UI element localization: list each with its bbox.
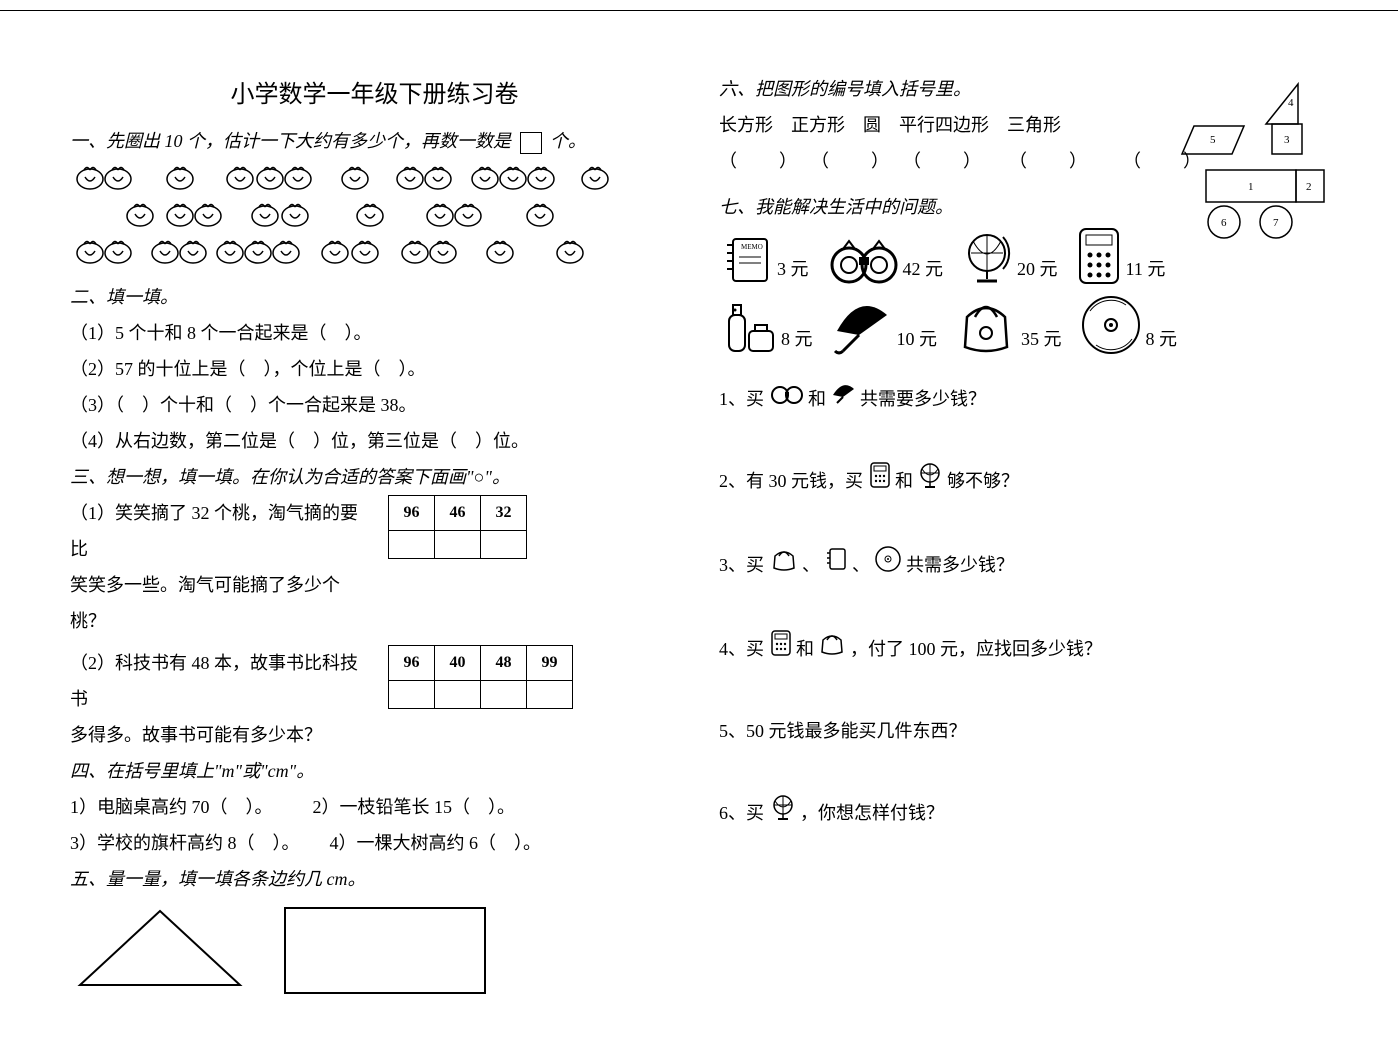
s4-q3: 3）学校的旗杆高约 8（ ）。 — [70, 825, 300, 861]
label-rect: 长方形 — [719, 107, 773, 143]
calculator-icon — [869, 461, 891, 501]
s4-q1: 1）电脑桌高约 70（ ）。 — [70, 789, 273, 825]
globe-icon — [959, 227, 1015, 287]
opt: 48 — [481, 646, 527, 681]
s3-q2a: （2）科技书有 48 本，故事书比科技书 — [70, 645, 370, 717]
calculator-icon — [1074, 225, 1124, 287]
section-1-heading: 一、先圈出 10 个，估计一下大约有多少个，再数一数是 个。 — [70, 123, 679, 159]
shop-row-2: 8 元 10 元 35 元 8 元 — [719, 293, 1328, 357]
notebook-icon — [824, 546, 848, 584]
s3-q1-table: 96 46 32 — [388, 495, 527, 559]
triangle-icon — [70, 903, 250, 993]
answer-box[interactable] — [520, 132, 542, 154]
binoculars-icon — [770, 381, 804, 417]
label-parallelogram: 平行四边形 — [899, 107, 989, 143]
s2-q3: （3）（ ）个十和（ ）个一合起来是 38。 — [70, 387, 679, 423]
price: 8 元 — [781, 321, 813, 357]
price: 8 元 — [1146, 321, 1178, 357]
section-5-heading: 五、量一量，填一填各条边约几 cm。 — [70, 861, 679, 897]
section-2-heading: 二、填一填。 — [70, 279, 679, 315]
disc-icon — [874, 545, 902, 585]
svg-text:5: 5 — [1210, 134, 1216, 146]
price: 20 元 — [1017, 251, 1058, 287]
umbrella-icon — [829, 297, 895, 357]
svg-text:4: 4 — [1288, 97, 1294, 109]
opt: 40 — [435, 646, 481, 681]
svg-text:MEMO: MEMO — [741, 243, 763, 251]
svg-text:7: 7 — [1273, 217, 1279, 229]
pumpkin-cluster — [70, 161, 679, 271]
s1-text: 一、先圈出 10 个，估计一下大约有多少个，再数一数是 — [70, 131, 511, 151]
svg-text:3: 3 — [1284, 134, 1290, 146]
s3-q2b: 多得多。故事书可能有多少本？ — [70, 717, 370, 753]
s7-q1: 1、买 和 共需要多少钱？ — [719, 381, 1328, 417]
opt: 96 — [389, 496, 435, 531]
bag-icon — [953, 293, 1019, 357]
s3-q1a: （1）笑笑摘了 32 个桃，淘气摘的要比 — [70, 495, 370, 567]
s3-q2-table: 96 40 48 99 — [388, 645, 573, 709]
globe-icon — [917, 461, 943, 501]
s7-q6: 6、买 ，你想怎样付钱？ — [719, 793, 1328, 833]
opt: 96 — [389, 646, 435, 681]
disc-icon — [1078, 293, 1144, 357]
price: 35 元 — [1021, 321, 1062, 357]
label-circle: 圆 — [863, 107, 881, 143]
bag-icon — [818, 630, 846, 668]
cosmetics-icon — [719, 297, 779, 357]
section-3-heading: 三、想一想，填一填。在你认为合适的答案下面画"○"。 — [70, 459, 679, 495]
rectangle-icon — [280, 903, 500, 1003]
notebook-icon: MEMO — [719, 231, 775, 287]
opt: 32 — [481, 496, 527, 531]
price: 10 元 — [897, 321, 938, 357]
s4-q4: 4）一棵大树高约 6（ ）。 — [330, 825, 542, 861]
opt: 99 — [527, 646, 573, 681]
s4-q2: 2）一枝铅笔长 15（ ）。 — [313, 789, 516, 825]
svg-text:6: 6 — [1221, 217, 1227, 229]
globe-icon — [770, 793, 796, 833]
s7-q3: 3、买 、 、 共需多少钱？ — [719, 545, 1328, 585]
measure-shapes — [70, 903, 679, 1003]
s7-q4: 4、买 和 ，付了 100 元，应找回多少钱？ — [719, 629, 1328, 669]
geometry-diagram: 4 3 5 1 2 6 7 — [1168, 76, 1328, 246]
s2-q1: （1）5 个十和 8 个一合起来是（ ）。 — [70, 315, 679, 351]
s2-q2: （2）57 的十位上是（ ），个位上是（ ）。 — [70, 351, 679, 387]
umbrella-icon — [830, 381, 856, 417]
s2-q4: （4）从右边数，第二位是（ ）位，第三位是（ ）位。 — [70, 423, 679, 459]
svg-text:2: 2 — [1306, 181, 1312, 193]
s3-q1b: 笑笑多一些。淘气可能摘了多少个桃？ — [70, 567, 370, 639]
label-triangle: 三角形 — [1007, 107, 1061, 143]
binoculars-icon — [825, 231, 901, 287]
section-4-heading: 四、在括号里填上"m"或"cm"。 — [70, 753, 679, 789]
s7-q2: 2、有 30 元钱，买 和 够不够？ — [719, 461, 1328, 501]
price: 42 元 — [903, 251, 944, 287]
opt: 46 — [435, 496, 481, 531]
price: 3 元 — [777, 251, 809, 287]
calculator-icon — [770, 629, 792, 669]
worksheet-title: 小学数学一年级下册练习卷 — [70, 71, 679, 119]
bag-icon — [770, 546, 798, 584]
price: 11 元 — [1126, 251, 1166, 287]
label-square: 正方形 — [791, 107, 845, 143]
svg-text:1: 1 — [1248, 181, 1254, 193]
s7-q5: 5、50 元钱最多能买几件东西？ — [719, 713, 1328, 749]
s1-unit: 个。 — [550, 131, 586, 151]
